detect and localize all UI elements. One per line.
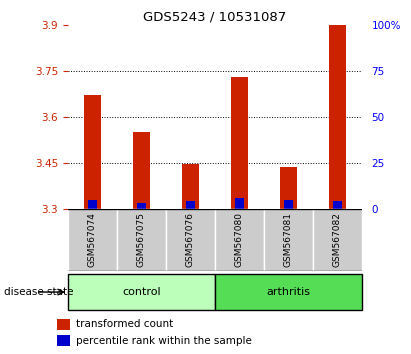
Bar	[279, 167, 297, 209]
Title: GDS5243 / 10531087: GDS5243 / 10531087	[143, 11, 286, 24]
Text: arthritis: arthritis	[266, 287, 310, 297]
Bar	[68, 209, 117, 271]
Bar	[57, 319, 70, 330]
Bar	[264, 209, 313, 271]
Bar	[231, 77, 248, 209]
Bar	[313, 209, 362, 271]
Text: GSM567082: GSM567082	[332, 212, 342, 267]
Bar	[215, 274, 362, 310]
Text: GSM567081: GSM567081	[284, 212, 293, 267]
Bar	[88, 200, 97, 209]
Bar	[57, 335, 70, 346]
Bar	[117, 209, 166, 271]
Bar	[182, 164, 199, 209]
Text: transformed count: transformed count	[76, 319, 173, 329]
Bar	[215, 209, 264, 271]
Text: control: control	[122, 287, 161, 297]
Text: GSM567074: GSM567074	[88, 212, 97, 267]
Bar	[68, 274, 215, 310]
Bar	[137, 203, 145, 209]
Text: disease state: disease state	[4, 287, 74, 297]
Bar	[333, 201, 342, 209]
Bar	[186, 201, 195, 209]
Text: percentile rank within the sample: percentile rank within the sample	[76, 336, 252, 346]
Bar	[329, 25, 346, 209]
Bar	[284, 200, 293, 209]
Text: GSM567076: GSM567076	[186, 212, 195, 267]
Bar	[235, 198, 244, 209]
Text: GSM567075: GSM567075	[137, 212, 146, 267]
Bar	[166, 209, 215, 271]
Bar	[133, 132, 150, 209]
Text: GSM567080: GSM567080	[235, 212, 244, 267]
Bar	[84, 95, 101, 209]
